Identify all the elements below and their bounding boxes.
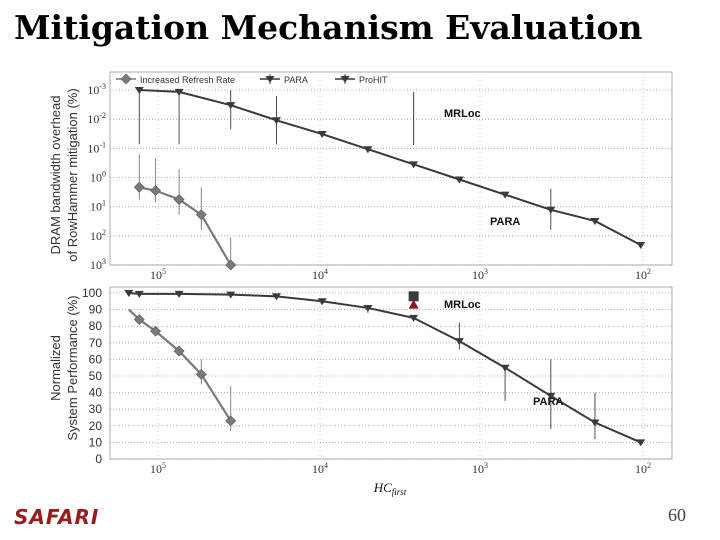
top-data-point xyxy=(546,206,556,214)
top-data-point xyxy=(454,176,464,184)
bottom-plot-frame xyxy=(109,286,673,460)
bottom-y-tick-label: 60 xyxy=(89,352,103,366)
bottom-y-tick-label: 50 xyxy=(89,369,103,383)
bottom-data-point xyxy=(150,325,161,337)
top-data-point xyxy=(500,191,510,199)
top-data-point xyxy=(195,209,207,221)
bottom-y-tick-label: 70 xyxy=(89,336,103,350)
top-y-tick-label: 10-3 xyxy=(87,82,106,97)
bottom-y-axis-label-line2: System Performance (%) xyxy=(65,295,80,440)
top-y-axis-label-line2: of RowHammer mitigation (%) xyxy=(65,88,80,261)
legend-label: Increased Refresh Rate xyxy=(140,75,235,85)
top-data-point xyxy=(134,87,144,94)
legend-marker xyxy=(340,76,350,83)
top-data-point xyxy=(271,117,281,125)
bottom-data-point xyxy=(317,298,327,306)
top-y-tick-label: 103 xyxy=(90,257,106,272)
top-y-tick-label: 102 xyxy=(90,228,106,243)
top-data-point xyxy=(363,146,373,154)
top-y-tick-label: 10-1 xyxy=(87,140,106,155)
top-chart: 10-3 10-2 10-1 100 101 102 103 105 104 103 102 DRAM… xyxy=(48,71,673,282)
top-data-point xyxy=(225,259,237,271)
top-legend: Increased Refresh Rate PARA ProHIT xyxy=(116,73,388,85)
bottom-data-point xyxy=(636,439,646,447)
top-data-point xyxy=(636,241,646,249)
bottom-y-tick-label: 100 xyxy=(82,286,102,300)
top-x-tick-label: 105 xyxy=(150,267,166,282)
top-annotation-para: PARA xyxy=(490,216,520,228)
bottom-data-point xyxy=(363,304,373,312)
bottom-mrloc-triangle xyxy=(408,299,419,309)
top-y-tick-label: 100 xyxy=(90,170,106,185)
top-x-tick-label: 103 xyxy=(472,267,488,282)
bottom-y-tick-label: 40 xyxy=(89,386,103,400)
top-data-point xyxy=(173,194,185,205)
bottom-data-point xyxy=(124,290,134,297)
bottom-data-point xyxy=(225,415,237,427)
bottom-x-tick-label: 102 xyxy=(635,461,651,476)
safari-logo: SAFARI xyxy=(14,505,100,529)
top-series-line xyxy=(139,186,232,266)
bottom-data-point xyxy=(173,345,185,357)
bottom-y-tick-label: 30 xyxy=(89,402,103,416)
top-y-axis-label-line1: DRAM bandwidth overhead xyxy=(48,96,63,255)
top-plot-frame xyxy=(109,71,673,266)
bottom-annotation-mrloc: MRLoc xyxy=(444,299,481,311)
bottom-y-tick-label: 10 xyxy=(89,435,103,449)
legend-label: ProHIT xyxy=(359,75,388,85)
bottom-y-axis-label-line1: Normalized xyxy=(48,335,63,401)
top-series-line xyxy=(139,89,642,246)
bottom-y-tick-label: 20 xyxy=(89,419,103,433)
bottom-series-line xyxy=(128,292,642,444)
bottom-annotation-para: PARA xyxy=(533,396,563,408)
bottom-data-point xyxy=(133,314,145,325)
slide-title: Mitigation Mechanism Evaluation xyxy=(14,8,643,47)
top-data-point xyxy=(174,88,184,96)
top-y-tick-label: 101 xyxy=(90,199,106,214)
bottom-mrloc-square xyxy=(408,291,419,302)
bottom-data-point xyxy=(271,293,281,301)
legend-marker xyxy=(265,76,275,83)
bottom-x-tick-label: 105 xyxy=(150,461,166,476)
top-data-point xyxy=(590,217,600,225)
bottom-x-tick-label: 104 xyxy=(312,461,328,476)
bottom-data-point xyxy=(590,419,600,427)
bottom-y-tick-label: 0 xyxy=(95,452,102,466)
bottom-data-point xyxy=(500,364,510,372)
top-data-point xyxy=(133,181,145,193)
top-data-point xyxy=(409,161,419,169)
legend-marker xyxy=(120,73,132,85)
top-data-point xyxy=(226,102,236,110)
bottom-data-point xyxy=(195,368,207,380)
top-data-point xyxy=(317,131,327,139)
top-annotation-mrloc: MRLoc xyxy=(444,108,481,120)
bottom-data-point xyxy=(409,314,419,322)
top-x-tick-label: 102 xyxy=(635,267,651,282)
bottom-y-tick-label: 90 xyxy=(89,303,103,317)
bottom-data-point xyxy=(226,291,236,299)
top-data-point xyxy=(150,185,161,197)
bottom-chart: 0 10 20 30 40 50 60 70 80 90 100 105 104 103 102 Normal… xyxy=(48,286,673,497)
legend-label: PARA xyxy=(284,75,308,85)
top-x-tick-label: 104 xyxy=(312,267,328,282)
bottom-data-point xyxy=(174,290,184,298)
page-number: 60 xyxy=(668,505,686,525)
bottom-data-point xyxy=(546,392,556,400)
bottom-data-point xyxy=(454,338,464,346)
bottom-x-tick-label: 103 xyxy=(472,461,488,476)
bottom-data-point xyxy=(134,290,144,298)
top-y-tick-label: 10-2 xyxy=(87,111,106,126)
bottom-x-axis-label: HCfirst xyxy=(373,480,407,497)
bottom-y-tick-label: 80 xyxy=(89,319,103,333)
